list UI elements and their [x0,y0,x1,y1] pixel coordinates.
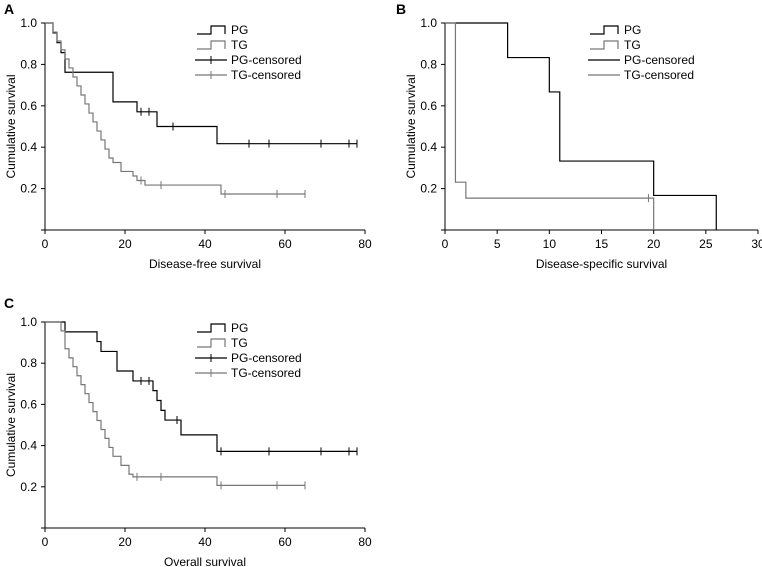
legend-symbol [197,25,226,35]
series-line-pg [45,321,357,452]
x-tick-label: 60 [278,535,292,549]
legend-symbol [197,40,226,50]
panel-b: B 0 5 10 15 20 25 30 0.2 0.4 0.6 0.8 1.0 Disease-spec… [396,1,762,271]
x-tick-label: 25 [699,237,713,251]
x-axis-title: Disease-specific survival [536,257,667,271]
x-tick-label: 80 [358,535,372,549]
legend-label: PG-censored [624,53,695,67]
series-line-tg [45,321,305,486]
legend-label: TG-censored [231,68,301,82]
x-tick-label: 60 [278,237,292,251]
y-tick-label: 1.0 [20,16,37,30]
x-tick-label: 0 [42,237,49,251]
legend-label: PG-censored [231,53,302,67]
legend-label: TG [231,38,248,52]
legend-symbol [197,338,226,348]
y-tick-label: 0.2 [20,182,37,196]
series-line-pg [45,22,357,145]
x-tick-label: 10 [543,237,557,251]
y-tick-label: 0.6 [420,99,437,113]
panel-a: A 0 20 40 60 80 0.2 0.4 0.6 0.8 1.0 Disease-free su… [4,1,372,271]
legend-label: PG [231,321,248,335]
x-tick-label: 20 [118,535,132,549]
x-tick-label: 40 [198,535,212,549]
y-tick-label: 0.8 [20,356,37,370]
x-axis-title: Overall survival [164,555,246,567]
legend-label: TG-censored [624,68,694,82]
y-tick-label: 1.0 [420,16,437,30]
y-tick-label: 0.4 [420,140,437,154]
x-tick-label: 0 [442,237,449,251]
x-axis-title: Disease-free survival [149,257,261,271]
x-tick-label: 0 [42,535,49,549]
y-tick-label: 0.2 [20,480,37,494]
legend-label: TG [231,336,248,350]
y-tick-label: 0.6 [20,99,37,113]
legend-label: PG [231,23,248,37]
y-tick-label: 0.8 [20,57,37,71]
x-tick-label: 20 [647,237,661,251]
x-tick-label: 40 [198,237,212,251]
y-tick-label: 1.0 [20,315,37,329]
legend-label: PG-censored [231,351,302,365]
x-tick-label: 15 [595,237,609,251]
y-axis-title: Cumulative survival [4,373,18,477]
y-axis-title: Cumulative survival [4,74,18,178]
legend-symbol [197,323,226,333]
panel-label: C [4,295,14,311]
y-tick-label: 0.4 [20,439,37,453]
y-tick-label: 0.2 [420,182,437,196]
y-tick-label: 0.6 [20,397,37,411]
series-line-pg [445,22,717,230]
legend-symbol [590,25,619,35]
legend-label: TG [624,38,641,52]
legend-label: TG-censored [231,366,301,380]
series-line-tg [445,22,655,230]
y-tick-label: 0.4 [20,140,37,154]
x-tick-label: 30 [751,237,762,251]
panel-label: B [396,1,406,17]
legend-symbol [590,40,619,50]
y-axis-title: Cumulative survival [404,74,418,178]
panel-c: C 0 20 40 60 80 0.2 0.4 0.6 0.8 1.0 Overall surviva… [4,295,372,567]
panel-label: A [4,1,14,17]
legend-label: PG [624,23,641,37]
series-line-tg [45,22,305,195]
x-tick-label: 80 [358,237,372,251]
x-tick-label: 20 [118,237,132,251]
x-tick-label: 5 [494,237,501,251]
y-tick-label: 0.8 [420,57,437,71]
